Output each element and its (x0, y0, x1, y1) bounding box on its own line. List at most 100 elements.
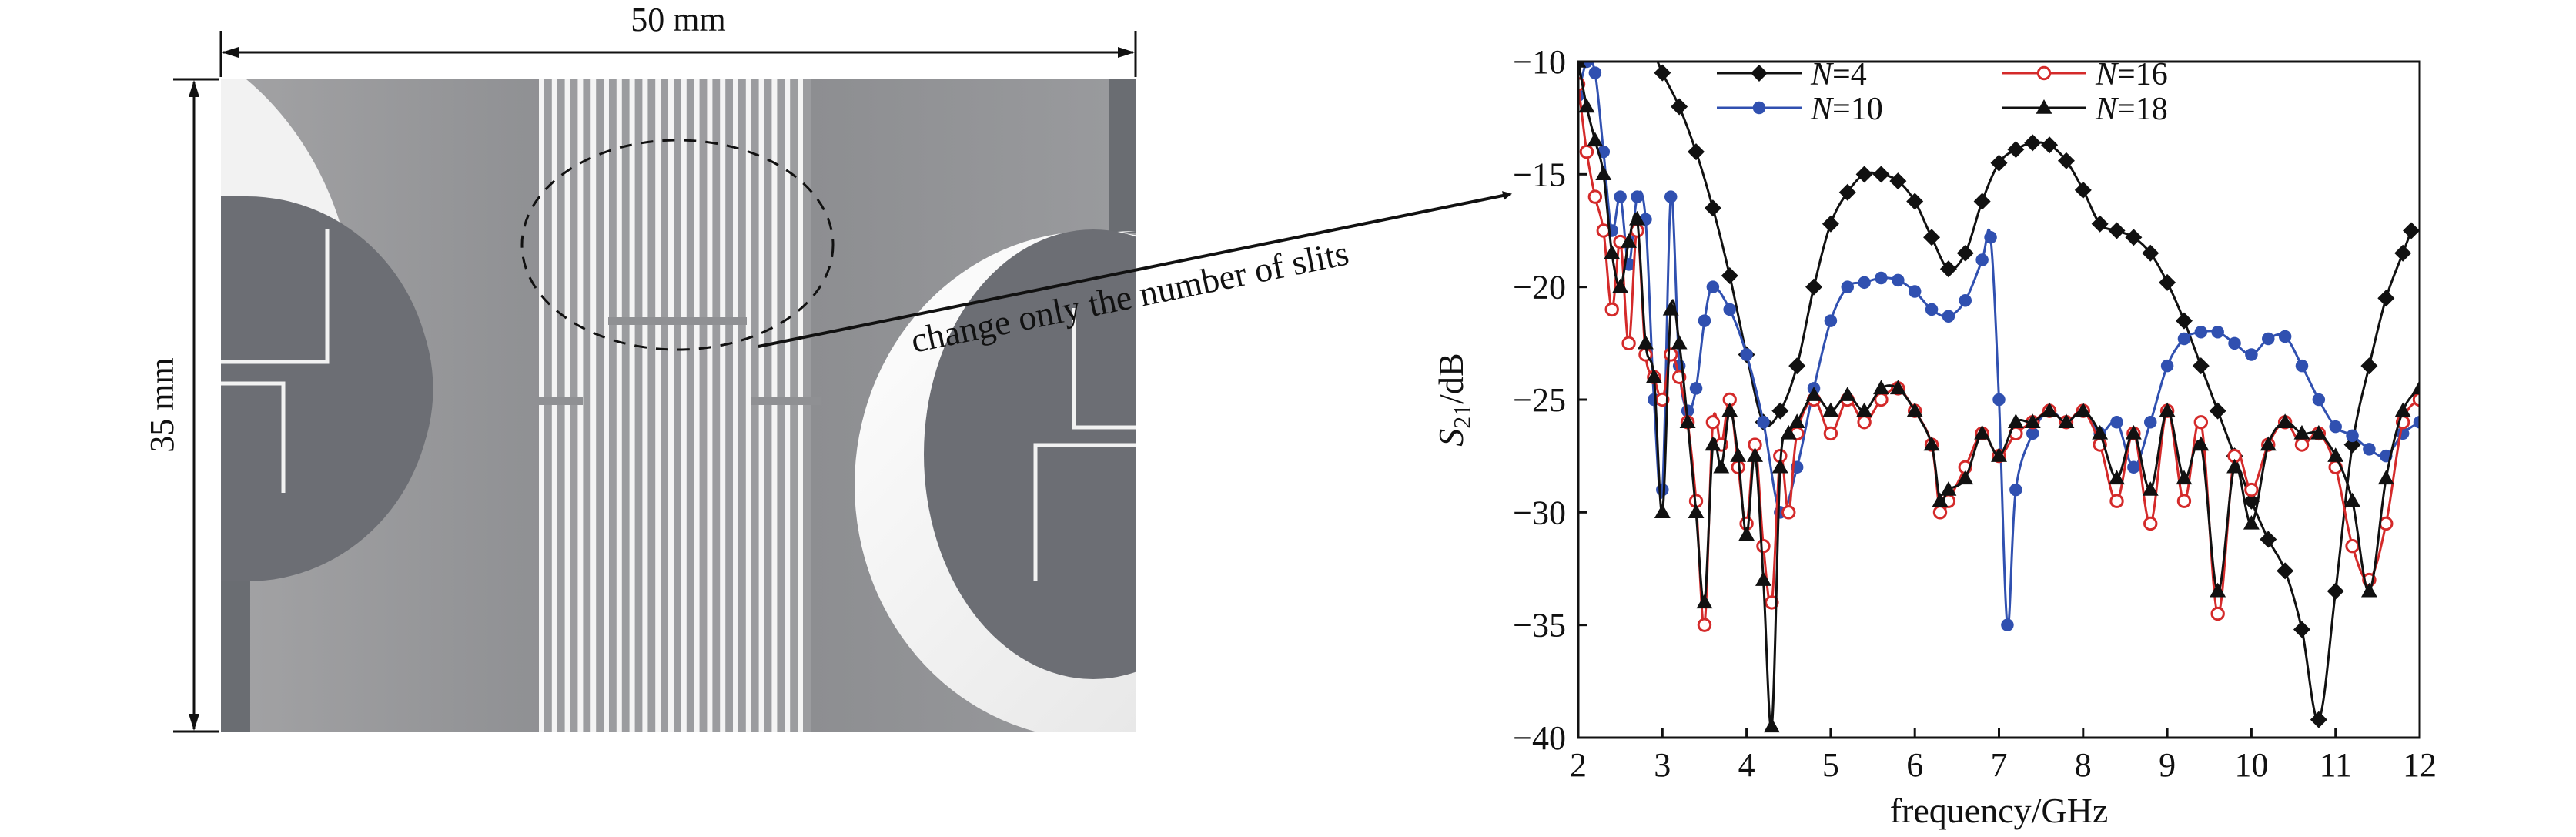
s21-chart: 2 3 4 5 6 7 8 9 10 11 12 −10 −15 −20 −25 −30 −35 −40 freq… (1431, 43, 2437, 830)
data-point (2160, 359, 2174, 373)
data-point (1824, 314, 1838, 327)
data-point (2125, 424, 2142, 440)
data-point (1765, 595, 1779, 610)
series-line (1578, 62, 2420, 628)
legend-label: N=4 (1810, 57, 1867, 92)
y-tick-label: −30 (1513, 494, 1566, 531)
y-tick-label: −20 (1513, 269, 1566, 306)
data-point (1872, 166, 1890, 183)
data-point (1973, 193, 1991, 210)
data-point (2041, 402, 2058, 417)
data-point (2377, 290, 2395, 307)
slit-line (590, 79, 597, 732)
left-feed-line-b (221, 381, 286, 493)
data-point (1939, 260, 1957, 278)
data-point (1822, 215, 1839, 233)
data-point (1698, 314, 1711, 327)
data-point (2211, 325, 2224, 339)
data-point (2327, 447, 2344, 462)
data-point (2193, 436, 2210, 451)
height-dimension: 35 mm (143, 78, 219, 733)
data-point (1697, 618, 1712, 632)
ticks-layer: 2 3 4 5 6 7 8 9 10 11 12 −10 −15 −20 −25 −30 −35 −40 (1513, 43, 2437, 784)
data-point (1740, 348, 1753, 361)
data-point (1857, 415, 1872, 430)
data-point (2363, 443, 2376, 456)
data-point (1755, 571, 1771, 586)
data-point (2262, 332, 2275, 346)
center-stub (608, 317, 747, 325)
slits (539, 79, 803, 732)
data-point (1730, 447, 1747, 462)
data-point (2176, 470, 2193, 485)
data-point (2413, 416, 2420, 429)
data-point (1614, 190, 1627, 203)
legend-item: N=18 (2002, 92, 2168, 127)
slit-line (785, 79, 791, 732)
data-point (1704, 199, 1721, 217)
data-point (2327, 582, 2344, 600)
data-point (2127, 460, 2140, 474)
right-edge-strip (1109, 79, 1136, 233)
data-point (1856, 402, 1873, 417)
data-point (2058, 413, 2075, 428)
data-point (1588, 66, 1602, 79)
x-tick-label: 7 (1991, 746, 2008, 784)
data-point (2143, 516, 2158, 531)
x-tick-label: 6 (1906, 746, 1923, 784)
data-point (2277, 562, 2294, 580)
data-point (1923, 229, 1941, 246)
data-point (1788, 357, 1806, 375)
y-axis-label-unit: /dB (1431, 353, 1470, 403)
data-point (1631, 190, 1644, 203)
data-point (1892, 273, 1905, 287)
data-point (2110, 416, 2123, 429)
data-point (1756, 539, 1771, 554)
slit-line (694, 79, 700, 732)
data-point (1612, 278, 1629, 293)
data-point (1671, 334, 1688, 350)
data-point (2109, 494, 2124, 508)
data-point (1656, 483, 1669, 497)
left-edge-strip (221, 578, 250, 732)
data-point (1723, 303, 1736, 316)
data-point (1925, 303, 1939, 316)
data-point (2412, 392, 2420, 407)
data-point (2024, 413, 2041, 428)
data-point (1889, 172, 1907, 190)
data-point (1984, 231, 1997, 244)
height-label: 35 mm (143, 357, 181, 452)
x-tick-label: 8 (2075, 746, 2092, 784)
slit-line (681, 79, 687, 732)
data-point (2344, 492, 2361, 507)
data-point (1822, 402, 1839, 417)
data-point (1991, 447, 2007, 462)
series-n-10 (1578, 62, 2420, 631)
legend-marker (2036, 99, 2052, 114)
data-point (1990, 154, 2008, 172)
data-point (1858, 276, 1871, 290)
data-point (1788, 413, 1805, 428)
slit-line (798, 79, 803, 732)
data-point (2228, 336, 2241, 350)
slit-line (745, 79, 751, 732)
data-point (1747, 447, 1763, 462)
x-tick-label: 10 (2234, 746, 2268, 784)
data-point (1771, 402, 1789, 420)
data-point (1805, 278, 1823, 296)
data-point (1763, 718, 1780, 733)
data-point (2278, 330, 2292, 343)
data-point (1595, 166, 1612, 181)
y-tick-label: −35 (1513, 607, 1566, 644)
slit-line (707, 79, 713, 732)
data-point (1689, 382, 1703, 395)
series-n-18 (1578, 62, 2420, 733)
data-point (1974, 424, 1991, 440)
slit-line (668, 79, 674, 732)
data-point (2411, 380, 2420, 395)
y-tick-label: −15 (1513, 156, 1566, 193)
data-point (1959, 293, 1972, 307)
data-point (1688, 504, 1705, 519)
data-point (2312, 393, 2326, 407)
